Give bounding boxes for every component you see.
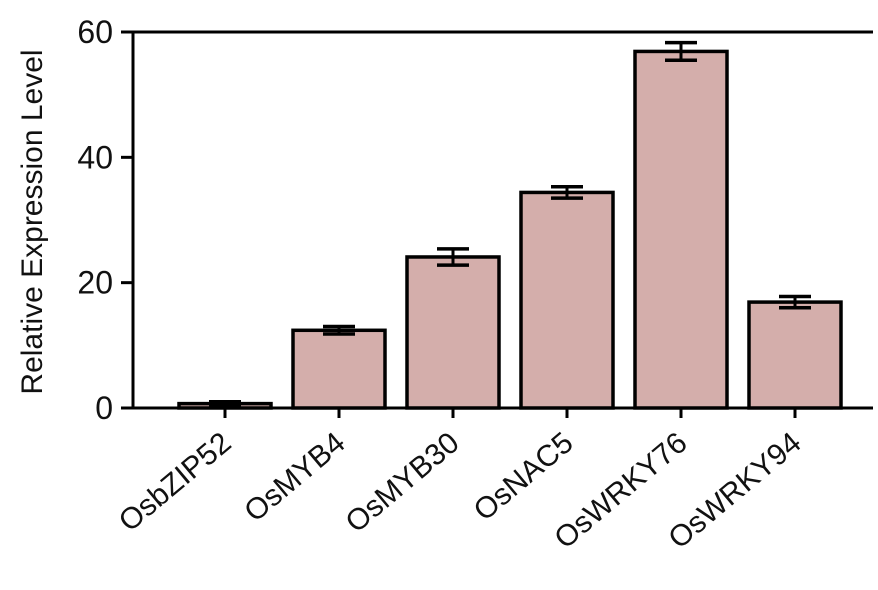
y-tick-label: 60 [77, 14, 113, 50]
x-tick-label: OsNAC5 [468, 426, 580, 527]
y-axis-label: Relative Expression Level [16, 49, 49, 394]
x-tick-label: OsMYB4 [238, 426, 351, 528]
y-tick-label: 0 [95, 390, 113, 426]
x-tick-label: OsMYB30 [340, 426, 466, 539]
y-tick-label: 40 [77, 139, 113, 175]
bar-OsWRKY76 [633, 49, 729, 410]
bar-OsNAC5 [519, 190, 615, 410]
x-tick-label: OsbZIP52 [113, 426, 238, 538]
bar-OsMYB4 [291, 328, 387, 410]
bar-OsWRKY94 [747, 300, 843, 410]
bar-OsMYB30 [405, 255, 501, 410]
y-tick-label: 20 [77, 265, 113, 301]
